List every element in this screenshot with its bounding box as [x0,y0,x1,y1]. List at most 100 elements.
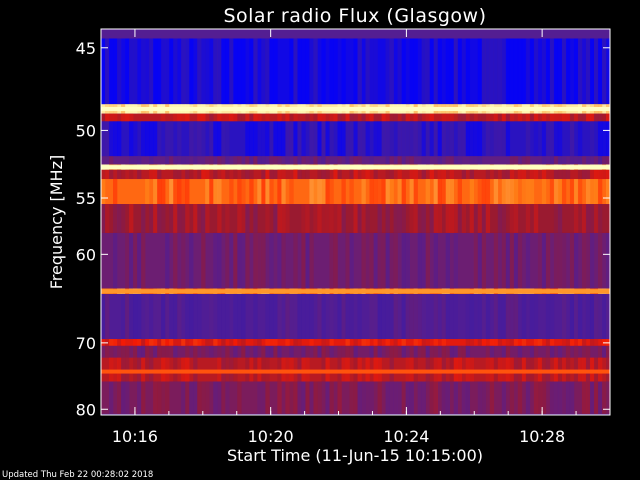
heatmap-cell [225,204,230,233]
heatmap-cell [269,179,274,205]
heatmap-cell [425,339,430,346]
heatmap-cell [189,121,194,157]
heatmap-cell [285,293,290,340]
heatmap-cell [217,345,222,358]
heatmap-cell [597,121,603,157]
heatmap-cell [485,293,491,340]
heatmap-cell [317,179,322,205]
heatmap-cell [501,232,507,289]
heatmap-cell [581,169,587,180]
heatmap-cell [445,113,450,122]
heatmap-cell [345,113,350,122]
heatmap-cell [153,121,158,157]
heatmap-cell [421,293,426,340]
heatmap-cell [265,204,270,233]
heatmap-cell [345,345,350,358]
heatmap-cell [565,345,571,358]
heatmap-cell [569,381,575,414]
heatmap-cell [589,339,595,346]
heatmap-cell [469,121,475,157]
heatmap-cell [541,121,547,157]
heatmap-cell [265,179,270,205]
heatmap-cell [421,38,426,105]
heatmap-cell [145,38,150,105]
heatmap-cell [273,121,278,157]
heatmap-cell [501,121,507,157]
heatmap-cell [501,169,507,180]
heatmap-cell [137,169,142,180]
heatmap-cell [225,38,230,105]
heatmap-cell [425,38,430,105]
heatmap-cell [569,179,575,205]
heatmap-cell [573,293,579,340]
heatmap-cell [597,345,603,358]
heatmap-cell [113,113,118,122]
heatmap-cell [593,381,599,414]
heatmap-cell [165,339,170,346]
heatmap-cell [341,293,346,340]
heatmap-cell [477,179,483,205]
heatmap-cell [593,293,599,340]
heatmap-cell [253,113,258,122]
heatmap-cell [305,169,310,180]
heatmap-cell [201,113,206,122]
heatmap-cell [585,232,591,289]
heatmap-cell [157,121,162,157]
heatmap-cell [129,293,134,340]
heatmap-cell [233,232,238,289]
heatmap-cell [493,293,499,340]
heatmap-cell [369,345,374,358]
heatmap-cell [345,339,350,346]
heatmap-cell [461,121,467,157]
heatmap-cell [433,232,438,289]
heatmap-cell [565,38,571,105]
heatmap-cell [249,179,254,205]
heatmap-cell [261,169,266,180]
heatmap-cell [361,179,366,205]
heatmap-cell [517,232,523,289]
heatmap-cell [301,204,306,233]
heatmap-cell [545,339,551,346]
heatmap-cell [417,345,422,358]
heatmap-cell [385,232,390,289]
heatmap-cell [441,179,446,205]
heatmap-cell [549,179,555,205]
heatmap-cell [137,232,142,289]
heatmap-cell [389,293,394,340]
heatmap-cell [509,293,515,340]
heatmap-cell [525,113,531,122]
heatmap-cell [353,345,358,358]
heatmap-cell [601,156,607,165]
heatmap-cell [493,38,499,105]
heatmap-cell [245,169,250,180]
heatmap-cell [593,169,599,180]
heatmap-cell [465,339,471,346]
heatmap-cell [389,121,394,157]
heatmap-cell [373,179,378,205]
heatmap-cell [517,339,523,346]
heatmap-cell [293,121,298,157]
heatmap-cell [141,204,146,233]
heatmap-cell [373,339,378,346]
heatmap-cell [393,381,398,414]
heatmap-cell [141,38,146,105]
heatmap-cell [297,381,302,414]
y-tick-label: 80 [76,400,96,419]
heatmap-cell [349,232,354,289]
heatmap-cell [429,169,434,180]
heatmap-cell [121,169,126,180]
heatmap-cell [421,169,426,180]
heatmap-cell [593,113,599,122]
heatmap-cell [225,169,230,180]
heatmap-cell [485,121,491,157]
heatmap-cell [589,204,595,233]
heatmap-cell [393,204,398,233]
heatmap-cell [393,339,398,346]
heatmap-cell [593,156,599,165]
heatmap-cell [501,204,507,233]
heatmap-cell [117,121,122,157]
heatmap-cell [353,169,358,180]
heatmap-cell [325,169,330,180]
heatmap-cell [105,345,110,358]
heatmap-cell [549,121,555,157]
